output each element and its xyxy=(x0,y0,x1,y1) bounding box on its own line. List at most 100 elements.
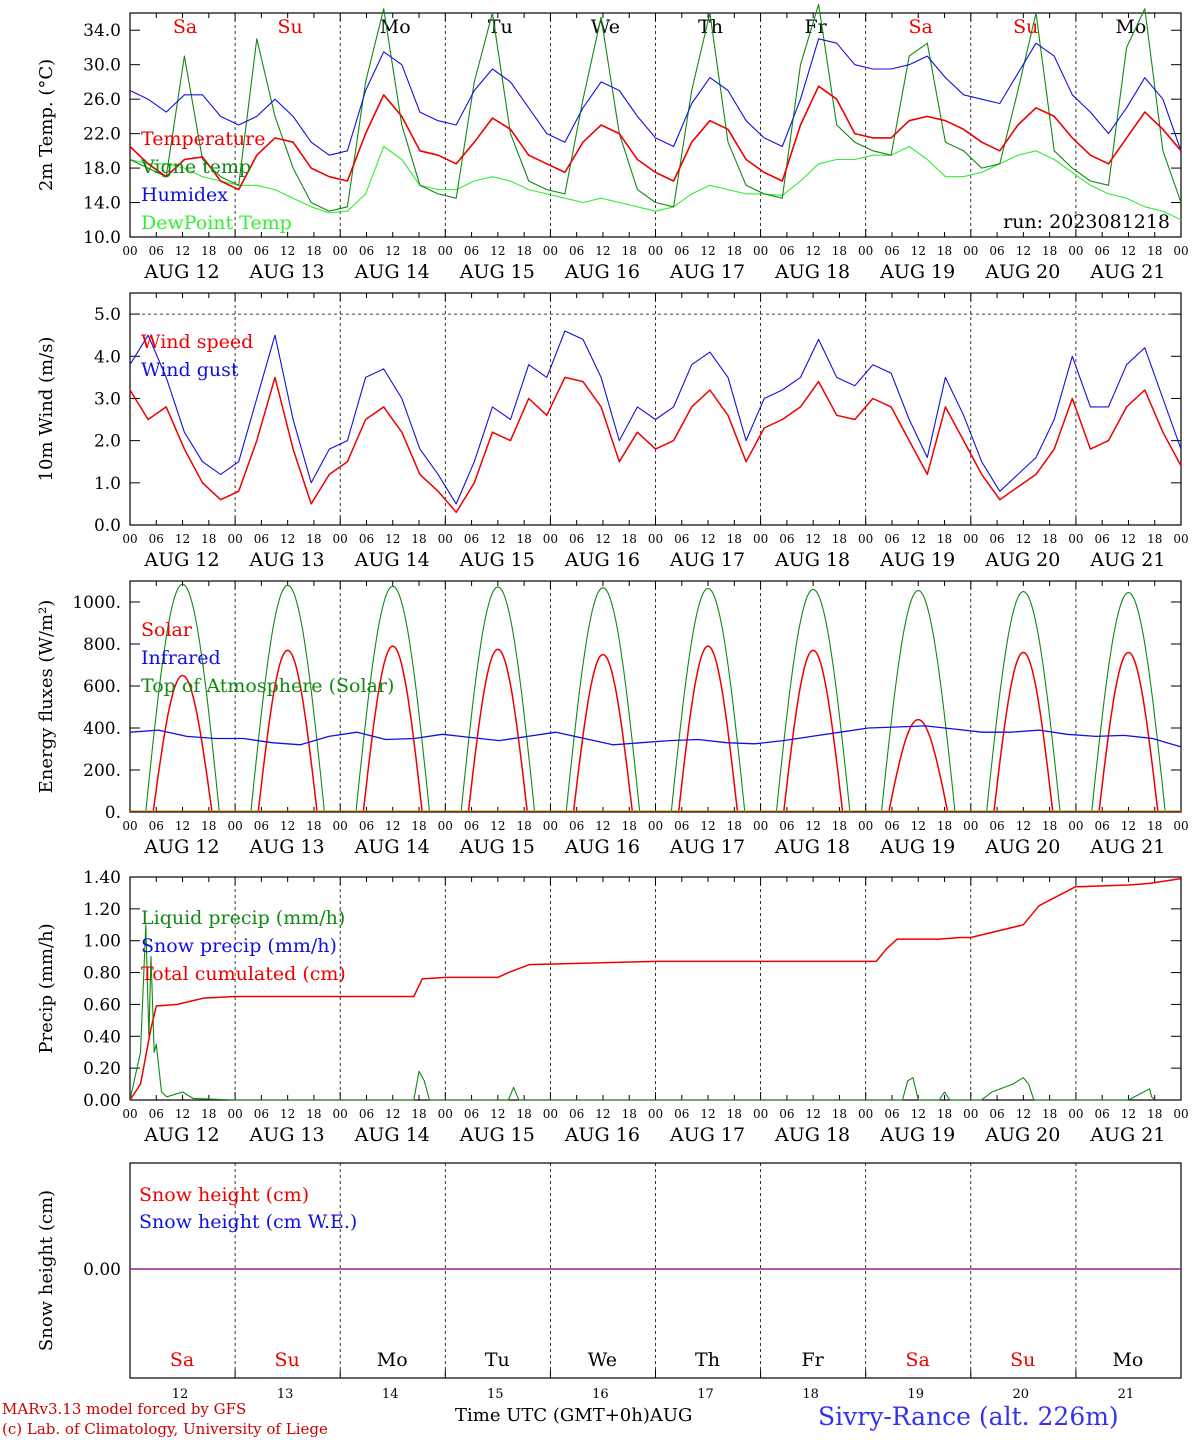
hour-tick-label: 00 xyxy=(438,1107,453,1121)
date-label: AUG 20 xyxy=(984,549,1060,571)
precip-panel: 0.00 0.20 0.40 0.60 0.80 1.00 1.20 1.40 Precip (… xyxy=(36,868,1189,1146)
y-tick-label: 18.0 xyxy=(83,159,121,179)
y-tick-label: 3.0 xyxy=(94,389,121,409)
y-axis-label: Snow height (cm) xyxy=(36,1190,57,1351)
date-label: AUG 17 xyxy=(669,261,745,283)
time-axis-text: Time UTC (GMT+0h) xyxy=(455,1405,650,1426)
month-label: AUG xyxy=(649,1405,693,1426)
hour-tick-label: 00 xyxy=(648,244,663,258)
hour-tick-label: 12 xyxy=(1121,1107,1136,1121)
date-label: AUG 17 xyxy=(669,549,745,571)
date-label: AUG 13 xyxy=(249,1124,325,1146)
hour-tick-label: 00 xyxy=(1068,532,1083,546)
hour-tick-label: 12 xyxy=(175,532,190,546)
hour-tick-label: 00 xyxy=(1068,244,1083,258)
hour-tick-label: 12 xyxy=(490,244,505,258)
legend-entry-0: Temperature xyxy=(141,128,265,150)
hour-tick-label: 00 xyxy=(963,244,978,258)
solar-arc xyxy=(572,653,634,813)
hour-tick-label: 18 xyxy=(1042,819,1057,833)
y-tick-label: 10.0 xyxy=(83,228,121,248)
hour-tick-label: 12 xyxy=(700,532,715,546)
y-tick-label: 1000. xyxy=(72,593,121,613)
hour-tick-label: 06 xyxy=(884,1107,899,1121)
solar-arc xyxy=(362,645,423,813)
hour-tick-label: 00 xyxy=(1068,1107,1083,1121)
lab-credit: (c) Lab. of Climatology, University of L… xyxy=(2,1420,328,1438)
hour-tick-label: 06 xyxy=(779,1107,794,1121)
date-label: AUG 18 xyxy=(774,261,850,283)
date-label: AUG 12 xyxy=(143,549,219,571)
hour-tick-label: 12 xyxy=(1016,1107,1031,1121)
liquid-precip-line xyxy=(129,924,1156,1101)
toa-arc xyxy=(670,587,746,813)
date-label: AUG 21 xyxy=(1089,1124,1165,1146)
hour-tick-label: 06 xyxy=(254,819,269,833)
legend-entry-1: Vigne temp xyxy=(140,156,251,178)
date-label: AUG 12 xyxy=(143,261,219,283)
hour-tick-label: 00 xyxy=(753,532,768,546)
hour-tick-label: 00 xyxy=(227,532,242,546)
date-label: AUG 21 xyxy=(1089,836,1165,858)
hour-tick-label: 18 xyxy=(727,819,742,833)
solar-arc xyxy=(782,649,844,813)
legend-entry-2: Total cumulated (cm) xyxy=(141,963,346,985)
date-label: AUG 20 xyxy=(984,1124,1060,1146)
hour-tick-label: 18 xyxy=(516,1107,531,1121)
day-number: 20 xyxy=(1013,1387,1030,1402)
y-tick-label: 1.40 xyxy=(83,868,121,888)
y-tick-label: 800. xyxy=(83,635,121,655)
date-label: AUG 21 xyxy=(1089,549,1165,571)
hour-tick-label: 12 xyxy=(911,532,926,546)
hour-tick-label: 06 xyxy=(149,532,164,546)
hour-tick-label: 18 xyxy=(516,532,531,546)
hour-tick-label: 12 xyxy=(1016,244,1031,258)
y-axis-label: 2m Temp. (°C) xyxy=(36,59,57,191)
date-label: AUG 17 xyxy=(669,1124,745,1146)
hour-tick-label: 06 xyxy=(149,244,164,258)
hour-tick-label: 06 xyxy=(569,532,584,546)
legend-entry-1: Wind gust xyxy=(141,359,239,381)
series-line-1 xyxy=(129,330,1182,505)
weekday-label: Tu xyxy=(485,1349,510,1371)
legend-entry-0: Snow height (cm) xyxy=(139,1184,309,1206)
hour-tick-label: 06 xyxy=(359,1107,374,1121)
date-label: AUG 21 xyxy=(1089,261,1165,283)
date-label: AUG 13 xyxy=(249,836,325,858)
y-tick-label: 26.0 xyxy=(83,90,121,110)
weekday-label: Su xyxy=(277,16,302,38)
hour-tick-label: 00 xyxy=(227,819,242,833)
hour-tick-label: 12 xyxy=(700,1107,715,1121)
date-label: AUG 18 xyxy=(774,549,850,571)
solar-arc xyxy=(152,674,213,813)
hour-tick-label: 06 xyxy=(884,532,899,546)
hour-tick-label: 00 xyxy=(648,1107,663,1121)
weekday-label: Mo xyxy=(1115,16,1146,38)
day-number: 17 xyxy=(697,1387,714,1402)
hour-tick-label: 00 xyxy=(1068,819,1083,833)
hour-tick-label: 18 xyxy=(1042,532,1057,546)
solar-arc xyxy=(1098,651,1159,813)
hour-tick-label: 18 xyxy=(201,819,216,833)
hour-tick-label: 18 xyxy=(727,1107,742,1121)
hour-tick-label: 06 xyxy=(884,819,899,833)
hour-tick-label: 12 xyxy=(595,244,610,258)
date-label: AUG 20 xyxy=(984,261,1060,283)
hour-tick-label: 12 xyxy=(595,819,610,833)
date-label: AUG 14 xyxy=(354,1124,430,1146)
hour-tick-label: 00 xyxy=(438,244,453,258)
hour-tick-label: 00 xyxy=(227,244,242,258)
hour-tick-label: 06 xyxy=(149,1107,164,1121)
hour-tick-label: 18 xyxy=(832,1107,847,1121)
hour-tick-label: 00 xyxy=(858,1107,873,1121)
date-label: AUG 19 xyxy=(879,1124,955,1146)
hour-tick-label: 06 xyxy=(989,1107,1004,1121)
hour-tick-label: 06 xyxy=(254,1107,269,1121)
hour-tick-label: 06 xyxy=(254,244,269,258)
y-tick-label: 22.0 xyxy=(83,125,121,145)
day-number: 18 xyxy=(802,1387,819,1402)
hour-tick-label: 12 xyxy=(806,1107,821,1121)
date-label: AUG 15 xyxy=(459,261,535,283)
hour-tick-label: 12 xyxy=(700,819,715,833)
